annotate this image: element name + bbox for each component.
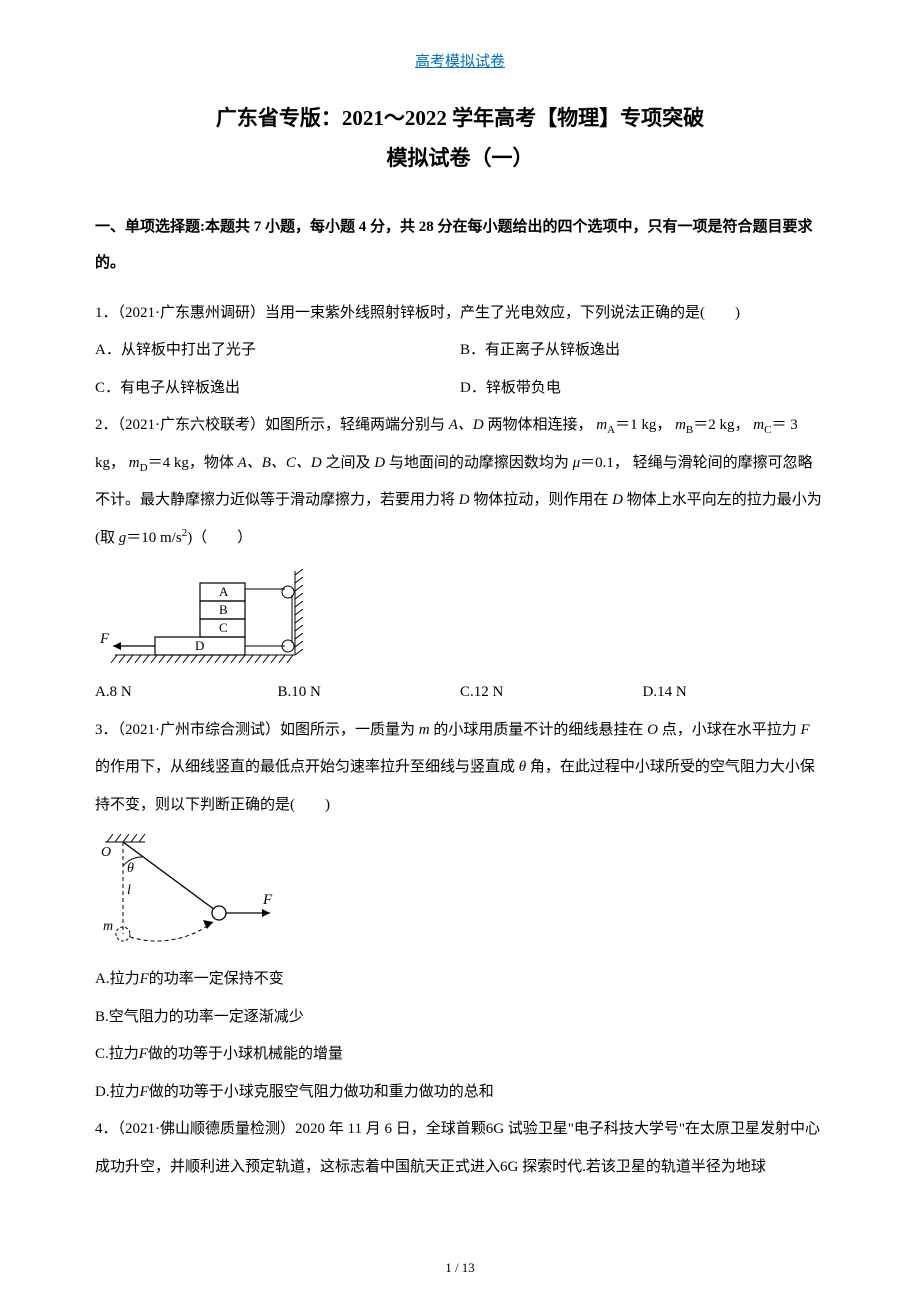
q4-t1: 4．（2021·佛山顺德质量检测）2020 年 11 月 6 日，全球首颗 <box>95 1121 486 1137</box>
q2-figure: A B C D F <box>95 565 825 670</box>
q2-fig-C: C <box>219 620 228 635</box>
q2-mB-v: ＝2 kg， <box>693 417 749 433</box>
q2-mC-l: m <box>753 417 764 433</box>
q2-paren: )（ ） <box>187 530 252 546</box>
q3-fig-O: O <box>101 845 111 860</box>
q2-opt-d: D.14 N <box>643 674 826 712</box>
q3-DF: F <box>140 1084 149 1100</box>
q2-objs: A、B、C、D <box>238 455 322 471</box>
q3-stem: 3．（2021·广州市综合测试）如图所示，一质量为 m 的小球用质量不计的细线悬… <box>95 712 825 825</box>
q3-D2: 做的功等于小球克服空气阻力做功和重力做功的总和 <box>149 1084 494 1100</box>
q3-t3: 点，小球在水平拉力 <box>662 722 797 738</box>
q1-options-row1: A．从锌板中打出了光子 B．有正离子从锌板逸出 <box>95 332 825 370</box>
q3-C1: C.拉力 <box>95 1046 139 1062</box>
q3-opt-c: C.拉力F做的功等于小球机械能的增量 <box>95 1036 825 1074</box>
q2-objD3: D <box>612 492 623 508</box>
q3-t1: 3．（2021·广州市综合测试）如图所示，一质量为 <box>95 722 415 738</box>
q2-mD-s: D <box>140 462 148 474</box>
q3-t2: 的小球用质量不计的细线悬挂在 <box>433 722 643 738</box>
q3-D1: D.拉力 <box>95 1084 140 1100</box>
q2-mC-v: ＝ <box>771 417 786 433</box>
q2-opt-b: B.10 N <box>278 674 461 712</box>
title-line-2: 模拟试卷（一） <box>95 139 825 179</box>
q3-fig-theta: θ <box>127 861 134 876</box>
q2-t2: 两物体相连接， <box>488 417 593 433</box>
q3-fig-m: m <box>103 919 113 934</box>
q1-stem: 1．（2021·广东惠州调研）当用一束紫外线照射锌板时，产生了光电效应，下列说法… <box>95 295 825 333</box>
q2-mA-v: ＝1 kg， <box>615 417 671 433</box>
q2-mB-l: m <box>675 417 686 433</box>
q2-fig-A: A <box>219 584 229 599</box>
q2-options: A.8 N B.10 N C.12 N D.14 N <box>95 674 825 712</box>
q3-CF: F <box>139 1046 148 1062</box>
q3-figure: O θ l F m <box>95 832 825 957</box>
q1-options-row2: C．有电子从锌板逸出 D．锌板带负电 <box>95 370 825 408</box>
q2-muv: ＝0.1， <box>580 455 629 471</box>
q3-fig-l: l <box>127 883 131 898</box>
q3-m: m <box>419 722 430 738</box>
q2-opt-a: A.8 N <box>95 674 278 712</box>
q1-opt-a: A．从锌板中打出了光子 <box>95 332 460 370</box>
q4-t3: 探索时代.若该卫星的轨道半径为地球 <box>522 1159 766 1175</box>
q2-t4: 与地面间的动摩擦因数均为 <box>389 455 569 471</box>
q2-opt-c: C.12 N <box>460 674 643 712</box>
q3-F: F <box>800 722 809 738</box>
q2-mD-v: ＝4 kg，物体 <box>148 455 234 471</box>
q4-stem: 4．（2021·佛山顺德质量检测）2020 年 11 月 6 日，全球首颗6G … <box>95 1111 825 1186</box>
q2-mA-s: A <box>607 424 615 436</box>
q2-t1: 2．（2021·广东六校联考）如图所示，轻绳两端分别与 <box>95 417 445 433</box>
q2-t3: 之间及 <box>326 455 371 471</box>
q3-O: O <box>647 722 658 738</box>
q2-fig-F: F <box>99 631 110 647</box>
q3-AF: F <box>140 971 149 987</box>
q1-opt-b: B．有正离子从锌板逸出 <box>460 332 825 370</box>
section-heading: 一、单项选择题:本题共 7 小题，每小题 4 分，共 28 分在每小题给出的四个… <box>95 209 825 281</box>
q2-objD2: D <box>459 492 470 508</box>
q2-fig-D: D <box>195 638 204 653</box>
q3-A1: A.拉力 <box>95 971 140 987</box>
q3-opt-d: D.拉力F做的功等于小球克服空气阻力做功和重力做功的总和 <box>95 1074 825 1112</box>
q2-ad: A、D <box>449 417 484 433</box>
q2-t6: 物体拉动，则作用在 <box>473 492 608 508</box>
q2-mA-l: m <box>596 417 607 433</box>
q4-6g1: 6G <box>486 1121 504 1137</box>
q1-opt-c: C．有电子从锌板逸出 <box>95 370 460 408</box>
page-number: 1 / 13 <box>0 1260 920 1276</box>
q3-theta: θ <box>519 759 526 775</box>
q3-A2: 的功率一定保持不变 <box>149 971 284 987</box>
q3-opt-b: B.空气阻力的功率一定逐渐减少 <box>95 999 825 1037</box>
q2-objD1: D <box>374 455 385 471</box>
q3-opt-a: A.拉力F的功率一定保持不变 <box>95 961 825 999</box>
q2-fig-B: B <box>219 602 228 617</box>
q2-gv: ＝10 m/s <box>126 530 181 546</box>
q3-t4: 的作用下，从细线竖直的最低点开始匀速率拉升至细线与竖直成 <box>95 759 515 775</box>
q4-6g2: 6G <box>500 1159 518 1175</box>
q3-fig-F: F <box>262 892 273 908</box>
q2-stem: 2．（2021·广东六校联考）如图所示，轻绳两端分别与 A、D 两物体相连接， … <box>95 407 825 557</box>
header-link[interactable]: 高考模拟试卷 <box>95 50 825 71</box>
q3-C2: 做的功等于小球机械能的增量 <box>148 1046 343 1062</box>
q2-mD-l: m <box>129 455 140 471</box>
q1-opt-d: D．锌板带负电 <box>460 370 825 408</box>
title-line-1: 广东省专版：2021～2022 学年高考【物理】专项突破 <box>95 99 825 139</box>
